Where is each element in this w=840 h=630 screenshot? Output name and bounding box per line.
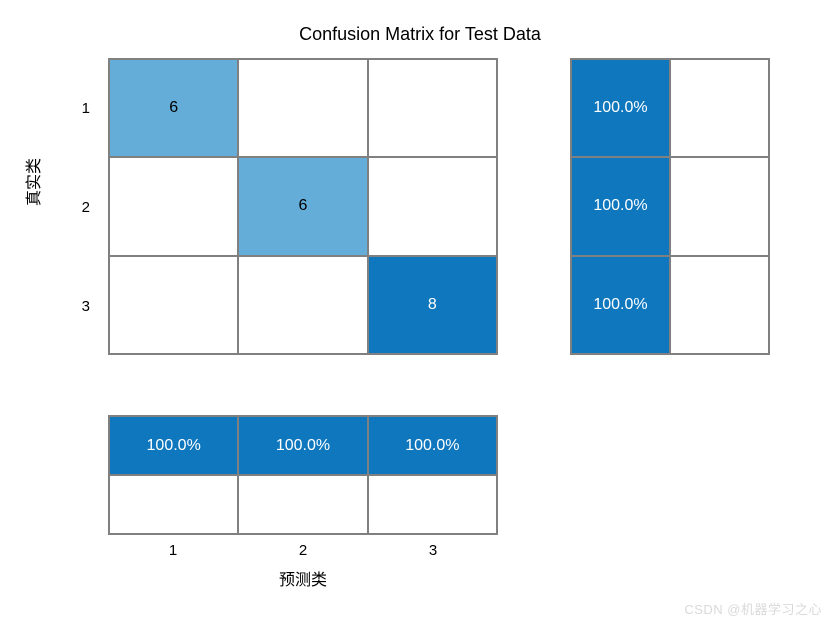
row-summary-cell: 100.0% (571, 256, 670, 354)
matrix-cell (238, 256, 367, 354)
chart-title: Confusion Matrix for Test Data (0, 24, 840, 45)
col-summary-cell: 100.0% (238, 416, 367, 475)
cell-value: 100.0% (276, 437, 330, 455)
x-tick-1: 1 (108, 542, 238, 559)
cell-value: 6 (299, 197, 308, 215)
col-summary-cell: 100.0% (109, 416, 238, 475)
confusion-matrix-grid: 6 6 8 (108, 58, 498, 355)
row-summary-cell: 100.0% (571, 59, 670, 157)
watermark-text: CSDN @机器学习之心 (684, 599, 822, 618)
cell-value: 100.0% (593, 99, 647, 117)
cell-value: 100.0% (147, 437, 201, 455)
cell-value: 8 (428, 296, 437, 314)
col-summary-cell: 100.0% (368, 416, 497, 475)
cell-value: 100.0% (593, 197, 647, 215)
row-summary-cell (670, 157, 769, 255)
col-summary-cell (109, 475, 238, 534)
y-tick-1: 1 (0, 100, 100, 117)
matrix-cell: 6 (109, 59, 238, 157)
col-summary-cell (368, 475, 497, 534)
y-tick-2: 2 (0, 199, 100, 216)
matrix-cell: 8 (368, 256, 497, 354)
x-tick-2: 2 (238, 542, 368, 559)
x-tick-3: 3 (368, 542, 498, 559)
row-summary-grid: 100.0% 100.0% 100.0% (570, 58, 770, 355)
cell-value: 6 (169, 99, 178, 117)
col-summary-grid: 100.0% 100.0% 100.0% (108, 415, 498, 535)
row-summary-cell (670, 256, 769, 354)
matrix-cell (109, 157, 238, 255)
confusion-matrix-chart: Confusion Matrix for Test Data 真实类 1 2 3… (0, 0, 840, 630)
cell-value: 100.0% (405, 437, 459, 455)
y-tick-3: 3 (0, 298, 100, 315)
matrix-cell (368, 59, 497, 157)
matrix-cell (109, 256, 238, 354)
row-summary-cell (670, 59, 769, 157)
col-summary-cell (238, 475, 367, 534)
matrix-cell (368, 157, 497, 255)
x-axis-label: 预测类 (108, 566, 498, 590)
cell-value: 100.0% (593, 296, 647, 314)
row-summary-cell: 100.0% (571, 157, 670, 255)
matrix-cell: 6 (238, 157, 367, 255)
matrix-cell (238, 59, 367, 157)
